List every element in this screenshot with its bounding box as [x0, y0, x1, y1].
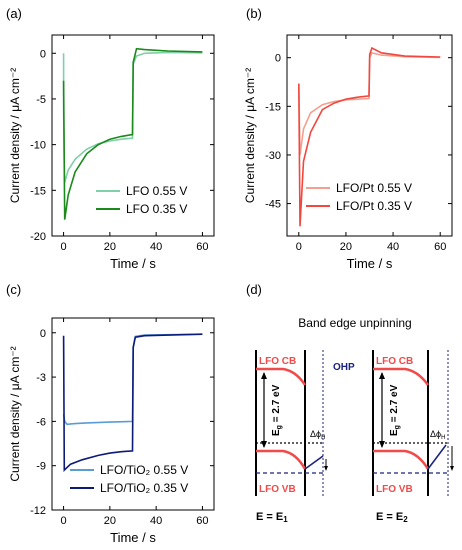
- diagram-title: Band edge unpinning: [298, 316, 411, 330]
- gap-arrow-up-icon: [379, 372, 385, 379]
- y-tick-label: -5: [36, 94, 46, 106]
- y-tick-label: -15: [265, 101, 281, 113]
- y-tick-label: -3: [36, 372, 46, 384]
- y-tick-label: -30: [265, 150, 281, 162]
- panel-letter: (c): [6, 282, 21, 297]
- cb-label: LFO CB: [376, 356, 413, 367]
- x-tick-label: 40: [387, 241, 399, 253]
- y-tick-label: -12: [30, 505, 46, 517]
- x-axis-label: Time / s: [110, 256, 156, 271]
- delta-phi-label: ΔϕH: [430, 429, 445, 441]
- panel-d-band-diagram: (d) Band edge unpinning LFO CB LFO VB Eg…: [246, 282, 454, 524]
- panel-c: (c) 0 20 40 60 0 -3 -6 -9 -12 Time / s Current dens…: [6, 282, 215, 545]
- plot-frame: [51, 317, 215, 511]
- vb-label: LFO VB: [259, 484, 296, 495]
- band-schematic-right: LFO CB LFO VB Eg = 2.7 eV ΔϕH E = E2: [372, 350, 454, 524]
- legend-entry: LFO/TiO₂ 0.35 V: [100, 481, 188, 495]
- y-tick-label: -20: [30, 231, 46, 243]
- legend-entry: LFO 0.35 V: [126, 202, 187, 216]
- band-gap-label: Eg = 2.7 eV: [389, 384, 401, 436]
- potential-label: E = E1: [256, 511, 288, 524]
- y-tick-label: 0: [275, 53, 281, 65]
- conduction-band: [373, 367, 430, 386]
- panel-a: (a) 0 20 40 60 0 -5 -10 -15 -20 Time / s Current de…: [6, 6, 215, 271]
- ohp-label: OHP: [333, 362, 355, 373]
- y-tick-label: 0: [40, 48, 46, 60]
- legend-entry: LFO/Pt 0.35 V: [336, 199, 412, 213]
- gap-arrow-up-icon: [261, 372, 267, 379]
- series-line: [62, 47, 203, 220]
- x-axis-label: Time / s: [347, 256, 393, 271]
- conduction-band: [256, 367, 307, 386]
- y-tick-label: -6: [36, 416, 46, 428]
- gap-arrow-down-icon: [379, 441, 385, 448]
- legend-entry: LFO/Pt 0.55 V: [336, 181, 412, 195]
- x-tick-label: 0: [61, 241, 67, 253]
- x-tick-label: 60: [196, 241, 208, 253]
- potential-drop-line: [427, 444, 447, 470]
- series-line: [298, 46, 441, 227]
- x-tick-label: 60: [434, 241, 446, 253]
- x-axis-label: Time / s: [110, 530, 156, 545]
- y-tick-label: 0: [40, 328, 46, 340]
- delta-phi-arrow-icon: [324, 466, 328, 471]
- legend-entry: LFO 0.55 V: [126, 184, 187, 198]
- y-tick-label: -15: [30, 185, 46, 197]
- series-line: [62, 51, 203, 184]
- panel-letter: (a): [6, 6, 22, 21]
- potential-label: E = E2: [376, 511, 408, 524]
- x-tick-label: 60: [196, 515, 208, 527]
- x-tick-label: 20: [104, 515, 116, 527]
- x-tick-label: 0: [61, 515, 67, 527]
- gap-arrow-down-icon: [261, 441, 267, 448]
- vb-label: LFO VB: [376, 484, 413, 495]
- x-tick-label: 40: [150, 241, 162, 253]
- x-tick-label: 20: [340, 241, 352, 253]
- y-axis-label: Current density / μA cm⁻²: [8, 346, 22, 481]
- series-line: [298, 51, 441, 156]
- delta-phi-arrow-icon: [450, 466, 454, 471]
- legend-entry: LFO/TiO₂ 0.55 V: [100, 463, 188, 477]
- plot-frame: [51, 34, 215, 237]
- delta-phi-label: ΔϕH: [310, 429, 325, 441]
- plot-frame: [286, 34, 453, 237]
- y-tick-label: -9: [36, 461, 46, 473]
- x-tick-label: 0: [296, 241, 302, 253]
- cb-label: LFO CB: [259, 356, 296, 367]
- panel-b: (b) 0 20 40 60 0 -15 -30 -45 Time / s Current dens…: [243, 6, 453, 271]
- y-axis-label: Current density / μA cm⁻²: [8, 68, 22, 203]
- valence-band: [373, 449, 430, 470]
- y-axis-label: Current density / μA cm⁻²: [243, 68, 257, 203]
- y-tick-label: -10: [30, 140, 46, 152]
- band-schematic-left: LFO CB LFO VB Eg = 2.7 eV ΔϕH E = E1: [255, 350, 328, 524]
- valence-band: [256, 449, 307, 470]
- x-tick-label: 20: [104, 241, 116, 253]
- panel-letter-d: (d): [246, 282, 262, 297]
- y-tick-label: -45: [265, 199, 281, 211]
- series-line: [62, 333, 203, 472]
- potential-drop-line: [304, 455, 324, 470]
- band-gap-label: Eg = 2.7 eV: [271, 384, 283, 436]
- panel-letter: (b): [246, 6, 262, 21]
- x-tick-label: 40: [150, 515, 162, 527]
